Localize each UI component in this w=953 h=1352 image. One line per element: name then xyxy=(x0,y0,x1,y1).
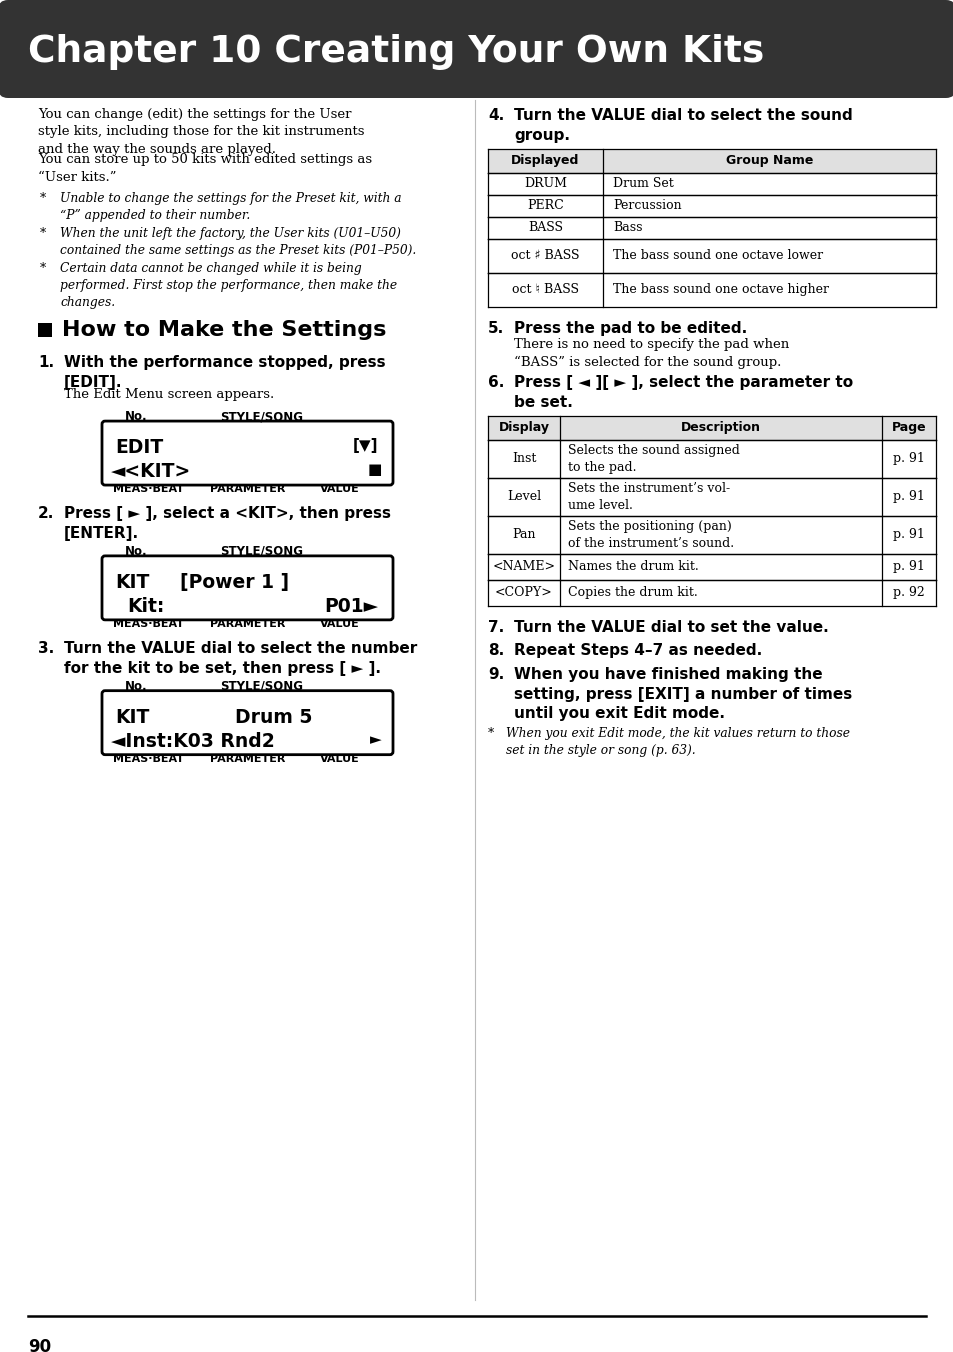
Text: 3.: 3. xyxy=(38,641,54,656)
Text: KIT: KIT xyxy=(115,573,150,592)
Text: When you exit Edit mode, the kit values return to those
set in the style or song: When you exit Edit mode, the kit values … xyxy=(505,727,849,757)
Text: Sets the positioning (pan)
of the instrument’s sound.: Sets the positioning (pan) of the instru… xyxy=(567,521,734,550)
Text: Turn the VALUE dial to select the number
for the kit to be set, then press [ ► ]: Turn the VALUE dial to select the number… xyxy=(64,641,416,676)
Text: PARAMETER: PARAMETER xyxy=(210,484,285,493)
Text: No.: No. xyxy=(125,680,148,692)
Text: MEAS·BEAT: MEAS·BEAT xyxy=(112,619,184,629)
Text: <NAME>: <NAME> xyxy=(492,561,555,573)
Text: 7.: 7. xyxy=(488,621,504,635)
Text: 9.: 9. xyxy=(488,667,504,681)
FancyBboxPatch shape xyxy=(0,0,953,97)
Text: When the unit left the factory, the User kits (U01–U50)
contained the same setti: When the unit left the factory, the User… xyxy=(60,227,416,257)
Text: Chapter 10 Creating Your Own Kits: Chapter 10 Creating Your Own Kits xyxy=(28,34,763,70)
Text: You can change (edit) the settings for the User
style kits, including those for : You can change (edit) the settings for t… xyxy=(38,108,364,155)
Text: 1.: 1. xyxy=(38,356,54,370)
Text: Inst: Inst xyxy=(511,453,536,465)
Text: p. 91: p. 91 xyxy=(892,529,924,542)
Text: Pan: Pan xyxy=(512,529,536,542)
Text: 5.: 5. xyxy=(488,320,504,335)
FancyBboxPatch shape xyxy=(102,691,393,754)
Text: How to Make the Settings: How to Make the Settings xyxy=(62,320,386,339)
Text: PERC: PERC xyxy=(527,199,563,212)
Text: ◄<KIT>: ◄<KIT> xyxy=(111,462,191,481)
Text: [▼]: [▼] xyxy=(352,438,377,453)
Text: Turn the VALUE dial to select the sound
group.: Turn the VALUE dial to select the sound … xyxy=(514,108,852,143)
Text: Percussion: Percussion xyxy=(613,199,680,212)
Text: ◄Inst:K03 Rnd2: ◄Inst:K03 Rnd2 xyxy=(111,731,274,750)
Bar xyxy=(488,416,935,439)
Text: oct ♯ BASS: oct ♯ BASS xyxy=(511,249,579,262)
Text: Press [ ► ], select a <KIT>, then press
[ENTER].: Press [ ► ], select a <KIT>, then press … xyxy=(64,506,391,541)
Text: *: * xyxy=(40,261,46,274)
Text: Certain data cannot be changed while it is being
performed. First stop the perfo: Certain data cannot be changed while it … xyxy=(60,261,396,310)
Text: VALUE: VALUE xyxy=(319,484,359,493)
Text: Level: Level xyxy=(506,491,540,503)
Text: [Power 1 ]: [Power 1 ] xyxy=(180,573,289,592)
Text: Names the drum kit.: Names the drum kit. xyxy=(567,561,698,573)
Text: STYLE/SONG: STYLE/SONG xyxy=(220,410,303,423)
Text: Press [ ◄ ][ ► ], select the parameter to
be set.: Press [ ◄ ][ ► ], select the parameter t… xyxy=(514,376,852,410)
Text: Displayed: Displayed xyxy=(511,154,579,168)
Text: 8.: 8. xyxy=(488,644,504,658)
Text: Selects the sound assigned
to the pad.: Selects the sound assigned to the pad. xyxy=(567,443,740,475)
Text: ■: ■ xyxy=(367,462,381,477)
Text: Display: Display xyxy=(498,422,549,434)
Text: *: * xyxy=(488,727,494,740)
Text: Kit:: Kit: xyxy=(127,596,164,617)
Text: There is no need to specify the pad when
“BASS” is selected for the sound group.: There is no need to specify the pad when… xyxy=(514,338,788,369)
Text: You can store up to 50 kits with edited settings as
“User kits.”: You can store up to 50 kits with edited … xyxy=(38,153,372,184)
Text: Press the pad to be edited.: Press the pad to be edited. xyxy=(514,320,746,335)
Text: p. 92: p. 92 xyxy=(892,587,923,599)
Text: STYLE/SONG: STYLE/SONG xyxy=(220,545,303,558)
Text: Drum Set: Drum Set xyxy=(613,177,673,191)
Text: PARAMETER: PARAMETER xyxy=(210,753,285,764)
FancyBboxPatch shape xyxy=(102,420,393,485)
Text: STYLE/SONG: STYLE/SONG xyxy=(220,680,303,692)
Text: Bass: Bass xyxy=(613,222,641,234)
FancyBboxPatch shape xyxy=(102,556,393,619)
Bar xyxy=(38,323,52,337)
Text: Copies the drum kit.: Copies the drum kit. xyxy=(567,587,697,599)
Text: MEAS·BEAT: MEAS·BEAT xyxy=(112,753,184,764)
Text: p. 91: p. 91 xyxy=(892,453,924,465)
Text: MEAS·BEAT: MEAS·BEAT xyxy=(112,484,184,493)
Text: 90: 90 xyxy=(28,1338,51,1352)
Text: The Edit Menu screen appears.: The Edit Menu screen appears. xyxy=(64,388,274,400)
Text: Group Name: Group Name xyxy=(725,154,812,168)
Text: No.: No. xyxy=(125,410,148,423)
Text: BASS: BASS xyxy=(527,222,562,234)
Text: Turn the VALUE dial to set the value.: Turn the VALUE dial to set the value. xyxy=(514,621,828,635)
Text: PARAMETER: PARAMETER xyxy=(210,619,285,629)
Text: *: * xyxy=(40,192,46,204)
Text: The bass sound one octave higher: The bass sound one octave higher xyxy=(613,284,828,296)
Text: 6.: 6. xyxy=(488,376,504,391)
Text: Sets the instrument’s vol-
ume level.: Sets the instrument’s vol- ume level. xyxy=(567,483,729,512)
Bar xyxy=(488,149,935,173)
Text: *: * xyxy=(40,227,46,239)
Text: Repeat Steps 4–7 as needed.: Repeat Steps 4–7 as needed. xyxy=(514,644,761,658)
Text: KIT: KIT xyxy=(115,707,150,726)
Text: When you have finished making the
setting, press [EXIT] a number of times
until : When you have finished making the settin… xyxy=(514,667,851,722)
Text: ►: ► xyxy=(370,731,381,746)
Text: 2.: 2. xyxy=(38,506,54,521)
Text: oct ♮ BASS: oct ♮ BASS xyxy=(512,284,578,296)
Text: Page: Page xyxy=(891,422,925,434)
Text: VALUE: VALUE xyxy=(319,619,359,629)
Text: EDIT: EDIT xyxy=(115,438,163,457)
Text: Description: Description xyxy=(680,422,760,434)
Text: <COPY>: <COPY> xyxy=(495,587,553,599)
Text: With the performance stopped, press
[EDIT].: With the performance stopped, press [EDI… xyxy=(64,356,385,389)
Text: p. 91: p. 91 xyxy=(892,491,924,503)
Text: Drum 5: Drum 5 xyxy=(234,707,312,726)
Text: DRUM: DRUM xyxy=(523,177,566,191)
Text: P01►: P01► xyxy=(324,596,377,617)
Text: VALUE: VALUE xyxy=(319,753,359,764)
Text: The bass sound one octave lower: The bass sound one octave lower xyxy=(613,249,822,262)
Text: 4.: 4. xyxy=(488,108,504,123)
Text: No.: No. xyxy=(125,545,148,558)
Text: Unable to change the settings for the Preset kit, with a
“P” appended to their n: Unable to change the settings for the Pr… xyxy=(60,192,401,222)
Text: p. 91: p. 91 xyxy=(892,561,924,573)
